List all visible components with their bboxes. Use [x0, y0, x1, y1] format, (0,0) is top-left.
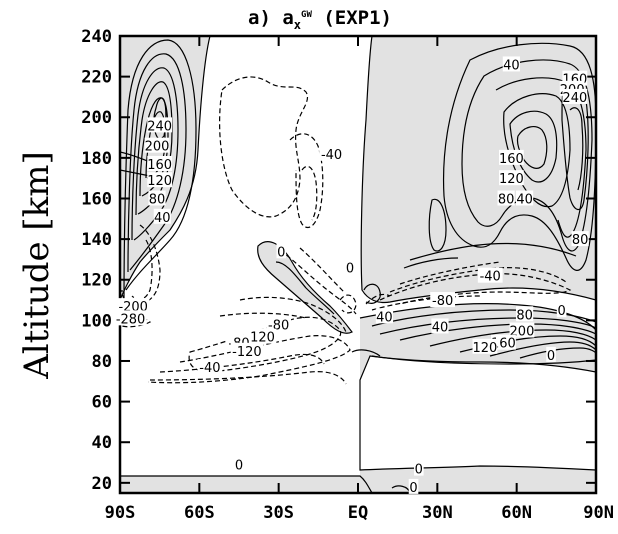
y-tick-label: 180 — [81, 149, 112, 169]
zero-contours — [120, 36, 596, 493]
contour-label: -280 — [116, 312, 146, 327]
contour-label-bg — [477, 267, 503, 283]
contour-label-bg — [414, 460, 424, 476]
y-tick-label: 80 — [92, 352, 112, 372]
contour-label: 0 — [346, 262, 354, 277]
contour-label-bg — [147, 155, 173, 171]
y-tick-label: 220 — [81, 68, 112, 88]
contour-label-bg — [276, 243, 287, 259]
contour-label: 200 — [145, 140, 170, 155]
contour-label: 120 — [147, 174, 172, 189]
contour-label-bg — [498, 149, 524, 165]
y-tick-label: 40 — [92, 433, 112, 453]
contour-label: 0 — [415, 463, 423, 478]
contour-label-bg — [516, 306, 534, 322]
x-tick-label: 90N — [583, 503, 614, 523]
contour-label-bg — [430, 292, 456, 308]
contour-label: 40 — [154, 211, 171, 226]
contour-label-bg — [497, 190, 515, 206]
x-tick-label: 30S — [263, 503, 294, 523]
contour-label: -40 — [199, 361, 220, 376]
contour-label: 0 — [277, 245, 285, 260]
contour-label-bg — [562, 88, 588, 104]
y-tick-label: 240 — [81, 27, 112, 47]
x-tick-label: EQ — [348, 503, 368, 523]
contour-label-bg — [509, 322, 535, 338]
shade-nh-lower — [360, 303, 596, 493]
contour-label-bg — [230, 342, 264, 358]
contour-label: 0 — [557, 304, 565, 319]
contour-label: 40 — [432, 320, 449, 335]
contour-label-bg — [546, 346, 556, 362]
contour-label: -120 — [232, 345, 262, 360]
contour-label: 40 — [376, 310, 393, 325]
chart-title: a) axGW (EXP1) — [248, 7, 392, 32]
contour-label-bg — [472, 338, 498, 354]
contour-labels: 2402001601208040-200-280-4000-80-120-80-… — [114, 56, 589, 496]
contour-label: 80 — [149, 192, 166, 207]
contour-label-bg — [147, 117, 173, 133]
sh-equatorial-contours — [257, 241, 353, 334]
x-axis: 90S 60S 30S EQ 30N 60N 90N — [105, 36, 614, 523]
contour-label: 240 — [562, 91, 587, 106]
contour-label-bg — [498, 170, 524, 186]
y-tick-label: 120 — [81, 271, 112, 291]
contour-label-bg — [114, 310, 147, 326]
contour-label-bg — [197, 359, 223, 375]
contour-label: 40 — [516, 192, 533, 207]
contour-label-bg — [502, 56, 520, 72]
y-axis-label: Altitude [km] — [17, 151, 57, 380]
contour-label: 240 — [147, 119, 172, 134]
y-tick-label: 60 — [92, 393, 112, 413]
contour-label-bg — [234, 456, 244, 472]
x-tick-label: 60N — [501, 503, 532, 523]
y-tick-label: 100 — [81, 311, 112, 331]
contour-label: 120 — [473, 341, 498, 356]
contour-label: -80 — [432, 294, 453, 309]
contour-label-bg — [319, 145, 344, 161]
y-tick-label: 200 — [81, 108, 112, 128]
contour-label: -40 — [480, 270, 501, 285]
contour-label-bg — [148, 190, 166, 206]
contour-label: -120 — [245, 331, 275, 346]
contour-label-bg — [516, 190, 534, 206]
contour-label: 0 — [409, 481, 417, 496]
contour-label-bg — [266, 316, 292, 332]
x-tick-label: 90S — [105, 503, 136, 523]
y-tick-label: 140 — [81, 230, 112, 250]
contour-label-bg — [375, 308, 394, 324]
y-tick-label: 20 — [92, 474, 112, 494]
contour-label-bg — [571, 231, 589, 247]
shade-bottom-band — [120, 476, 372, 493]
contour-label: 120 — [499, 172, 524, 187]
contour-label-bg — [345, 259, 355, 275]
plot-area — [120, 36, 596, 493]
y-tick-label: 160 — [81, 189, 112, 209]
contour-label-bg — [153, 208, 171, 224]
contour-label: -40 — [321, 148, 342, 163]
x-tick-label: 30N — [422, 503, 453, 523]
contour-label-bg — [144, 137, 170, 153]
contour-label: 160 — [147, 158, 172, 173]
contour-label-bg — [556, 302, 567, 318]
contour-label-bg — [243, 328, 277, 344]
contour-label-bg — [431, 318, 449, 334]
x-tick-label: 60S — [184, 503, 215, 523]
contour-label: 80 — [516, 308, 533, 323]
contour-label: 0 — [547, 349, 555, 364]
contour-label: 80 — [572, 233, 589, 248]
contour-label: 40 — [503, 58, 520, 73]
contour-label: 80 — [498, 192, 515, 207]
shade-nh-upper — [361, 36, 596, 303]
contour-label: 160 — [499, 152, 524, 167]
contour-label: 0 — [235, 459, 243, 474]
contour-label-bg — [408, 478, 419, 494]
contour-label-bg — [117, 298, 150, 314]
contour-label-bg — [147, 172, 173, 188]
